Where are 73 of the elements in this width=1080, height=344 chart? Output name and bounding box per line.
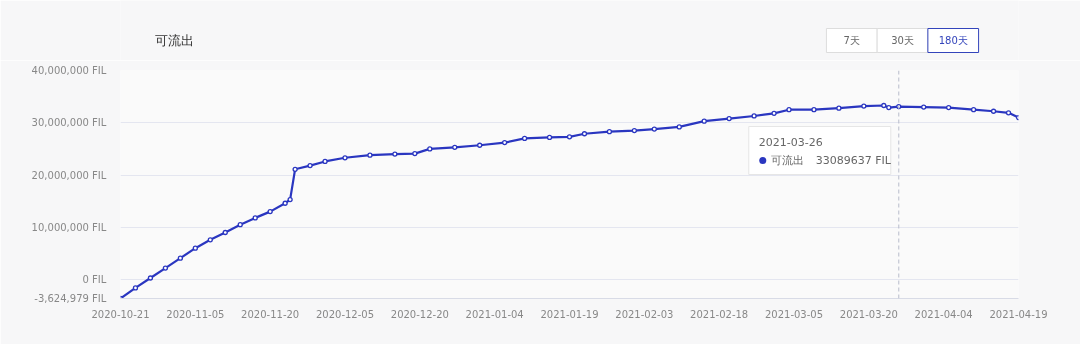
point	[477, 142, 483, 148]
point	[177, 255, 184, 261]
text: 7天	[843, 35, 860, 46]
point	[861, 103, 867, 109]
legend-label: 可流出	[770, 154, 804, 167]
point	[452, 144, 458, 150]
y-tick-label: 30,000,000 FIL	[31, 117, 107, 129]
chart-title: 可流出	[155, 33, 195, 48]
point	[921, 104, 927, 110]
point	[427, 146, 433, 152]
text: 30天	[891, 35, 914, 46]
point	[322, 158, 328, 165]
point	[267, 208, 273, 215]
point	[222, 229, 228, 236]
point	[651, 126, 657, 132]
point	[367, 152, 373, 158]
y-tick-label: 0 FIL	[82, 274, 107, 286]
x-tick-label: 2020-12-20	[390, 308, 449, 320]
point	[521, 135, 528, 142]
x-tick-label: 2020-11-05	[166, 308, 225, 320]
x-tick-label: 2021-01-04	[465, 308, 524, 320]
point	[676, 124, 682, 130]
point	[282, 200, 288, 206]
annotation: 33089637 FIL	[815, 154, 892, 167]
x-tick-label: 2020-12-05	[315, 308, 375, 320]
point	[881, 102, 887, 109]
point	[237, 222, 243, 228]
point	[886, 104, 892, 111]
point	[970, 107, 977, 113]
y-tick-label: 10,000,000 FIL	[31, 221, 107, 233]
point	[192, 245, 198, 251]
point	[631, 127, 638, 134]
x-tick-label: 2020-11-20	[241, 308, 300, 320]
point	[566, 134, 573, 140]
point	[946, 104, 952, 111]
x-tick-label: 2021-04-04	[914, 308, 973, 320]
point	[162, 265, 169, 271]
point	[392, 151, 398, 157]
x-tick-label: 2021-01-19	[540, 308, 599, 320]
y-tick-label: 20,000,000 FIL	[31, 169, 107, 181]
point	[581, 131, 588, 137]
point	[412, 150, 418, 157]
x-tick-label: 2021-02-18	[690, 308, 749, 320]
point	[836, 105, 842, 111]
y-tick-label: 40,000,000 FIL	[31, 65, 107, 76]
point	[342, 155, 348, 161]
point	[1005, 110, 1012, 116]
text: 180天	[938, 35, 968, 46]
annotation: 2021-03-26	[758, 135, 823, 149]
x-tick-label: 2021-03-20	[839, 308, 898, 320]
point	[287, 196, 293, 203]
point	[292, 166, 298, 172]
point	[147, 275, 154, 281]
point	[771, 110, 777, 116]
y-tick-label: -3,624,979 FIL	[34, 293, 107, 304]
point	[786, 107, 792, 113]
x-tick-label: 2021-02-03	[615, 308, 674, 320]
point	[132, 285, 139, 291]
point	[701, 118, 707, 124]
point	[501, 139, 508, 146]
point	[726, 115, 732, 122]
point	[207, 237, 213, 243]
point	[252, 215, 258, 221]
x-tick-label: 2021-03-05	[764, 308, 824, 320]
point	[990, 108, 997, 114]
point	[811, 107, 817, 113]
x-tick-label: 2020-10-21	[91, 308, 150, 320]
point	[307, 162, 313, 169]
point	[751, 113, 757, 119]
point	[606, 129, 613, 135]
x-tick-label: 2021-04-19	[989, 308, 1048, 320]
point	[896, 103, 902, 110]
point	[546, 134, 553, 141]
